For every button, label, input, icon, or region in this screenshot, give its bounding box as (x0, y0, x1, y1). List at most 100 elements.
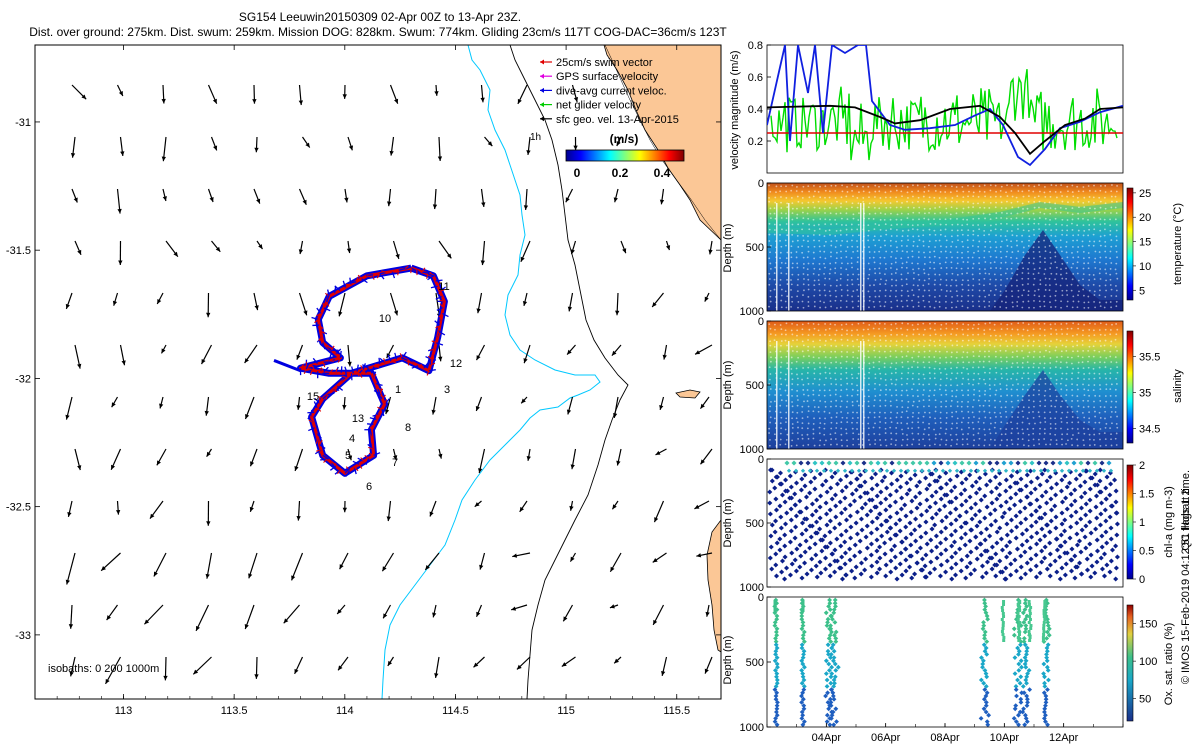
geo-vector (195, 604, 210, 632)
geo-vector-head (117, 208, 122, 214)
geo-vector-head (296, 354, 301, 360)
geo-vector-head (474, 502, 480, 507)
geo-vector-head (523, 205, 529, 210)
map-x-tick: 113 (115, 705, 133, 717)
current-vector (335, 348, 342, 355)
geo-vector-head (68, 728, 72, 733)
geo-vector-head (511, 715, 516, 719)
salinity-cblabel: salinity (1172, 369, 1184, 403)
geo-vector-head (700, 459, 705, 465)
geo-vector-head (384, 409, 390, 415)
current-vector (361, 278, 368, 284)
temperature-cblabel: temperature (°C) (1172, 203, 1184, 285)
colorbar-tick: 10 (1139, 261, 1151, 273)
speed-tick-2: 0.4 (654, 166, 671, 180)
current-vector (323, 307, 331, 312)
geo-vector-head (652, 302, 657, 308)
current-vector (416, 269, 423, 276)
colorbar-tick: 0.5 (1139, 546, 1154, 558)
current-vector (381, 409, 385, 417)
isobath-1000m (509, 45, 629, 699)
map-x-tick: 115 (557, 705, 575, 717)
geo-vector-head (695, 350, 701, 355)
current-vector (366, 423, 375, 426)
current-vector (436, 306, 444, 311)
depth-tick: 0 (758, 592, 764, 604)
geo-vector-head (526, 150, 531, 155)
geo-vector-head (526, 456, 531, 461)
geo-vector-head (215, 246, 221, 252)
geo-vector-head (481, 202, 486, 207)
geo-vector-head (700, 403, 705, 409)
net-glider-velocity-line (770, 69, 1118, 161)
map-panel: 113 113.5 114 114.5 115 115.5 -31-31.5-32-32.… (6, 44, 722, 733)
swim-vector (368, 446, 374, 450)
swim-vector (375, 383, 377, 389)
swim-vector (426, 273, 429, 279)
swim-vector (371, 431, 374, 437)
geo-vector-head (254, 674, 259, 679)
swim-vector (407, 360, 410, 366)
geo-vector-head (157, 299, 162, 305)
velocity-ylabel: velocity magnitude (m/s) (729, 50, 741, 169)
date-tick: 04Apr (812, 732, 842, 744)
map-y-tick: -33 (15, 630, 31, 642)
colorbar-tick: 1 (1139, 517, 1145, 529)
geo-vector-head (77, 363, 82, 369)
legend-entry: 25cm/s swim vector (556, 57, 653, 69)
current-vector (356, 364, 359, 372)
geo-vector (70, 709, 72, 732)
geo-vector-head (389, 150, 394, 156)
geo-vector-head (563, 616, 568, 622)
geo-vector-head (387, 660, 393, 666)
geo-vector-head (342, 507, 348, 513)
geo-vector (701, 709, 709, 711)
swim-vector (334, 291, 340, 294)
geo-vector-head (612, 413, 618, 418)
swim-vector (313, 408, 319, 413)
current-vector (328, 353, 332, 362)
depth-tick: 0 (758, 178, 764, 190)
depth-tick: 1000 (740, 722, 764, 734)
geo-vector-head (111, 402, 116, 408)
geo-vector-head (382, 566, 387, 572)
colorbar-tick: 35.5 (1139, 351, 1160, 363)
map-x-tick: 113.5 (221, 705, 248, 717)
geo-vector-head (394, 98, 399, 104)
current-vector (398, 267, 406, 271)
current-vector (411, 364, 419, 369)
salinity-profile-dots (768, 322, 1119, 449)
geo-vector (511, 709, 527, 719)
isobath-small-label: 1h (530, 132, 541, 143)
geo-vector-head (153, 571, 158, 577)
geo-vector-head (302, 199, 307, 205)
velocity-panel: 0.2 0.4 0.6 0.8 velocity magnitude (m/s) (729, 40, 1124, 174)
current-vector (311, 364, 319, 368)
swim-vector (332, 389, 338, 393)
geo-vector-head (206, 521, 211, 526)
geo-vector-head (213, 145, 218, 151)
swim-vector (326, 345, 333, 349)
swim-vector (311, 364, 315, 370)
swim-vector (390, 360, 396, 364)
swim-vector (320, 367, 325, 373)
geo-vector-head (144, 619, 150, 625)
geo-vector-head (516, 664, 522, 670)
map-x-tick: 114.5 (442, 705, 469, 717)
swim-vector (316, 313, 322, 317)
swim-vector (366, 275, 372, 278)
colorbar-tick: 0 (1139, 574, 1145, 586)
geo-vector-head (395, 254, 400, 259)
current-vector (351, 366, 354, 374)
current-vector (330, 462, 337, 469)
swim-vector (396, 358, 402, 361)
geo-vector-head (244, 358, 249, 364)
swim-vector (354, 466, 359, 472)
current-vector (394, 352, 398, 360)
geo-vector-head (248, 573, 253, 579)
date-axis: 04Apr 06Apr 08Apr 10Apr 12Apr (766, 723, 1124, 744)
geo-vector-head (296, 405, 301, 410)
swim-vector (368, 452, 374, 456)
geo-vector-head (704, 668, 709, 674)
chla-panel: 0 500 1000 Depth (m) 0 0.5 1 1.5 2 chl-a (mg m… (722, 454, 1175, 594)
